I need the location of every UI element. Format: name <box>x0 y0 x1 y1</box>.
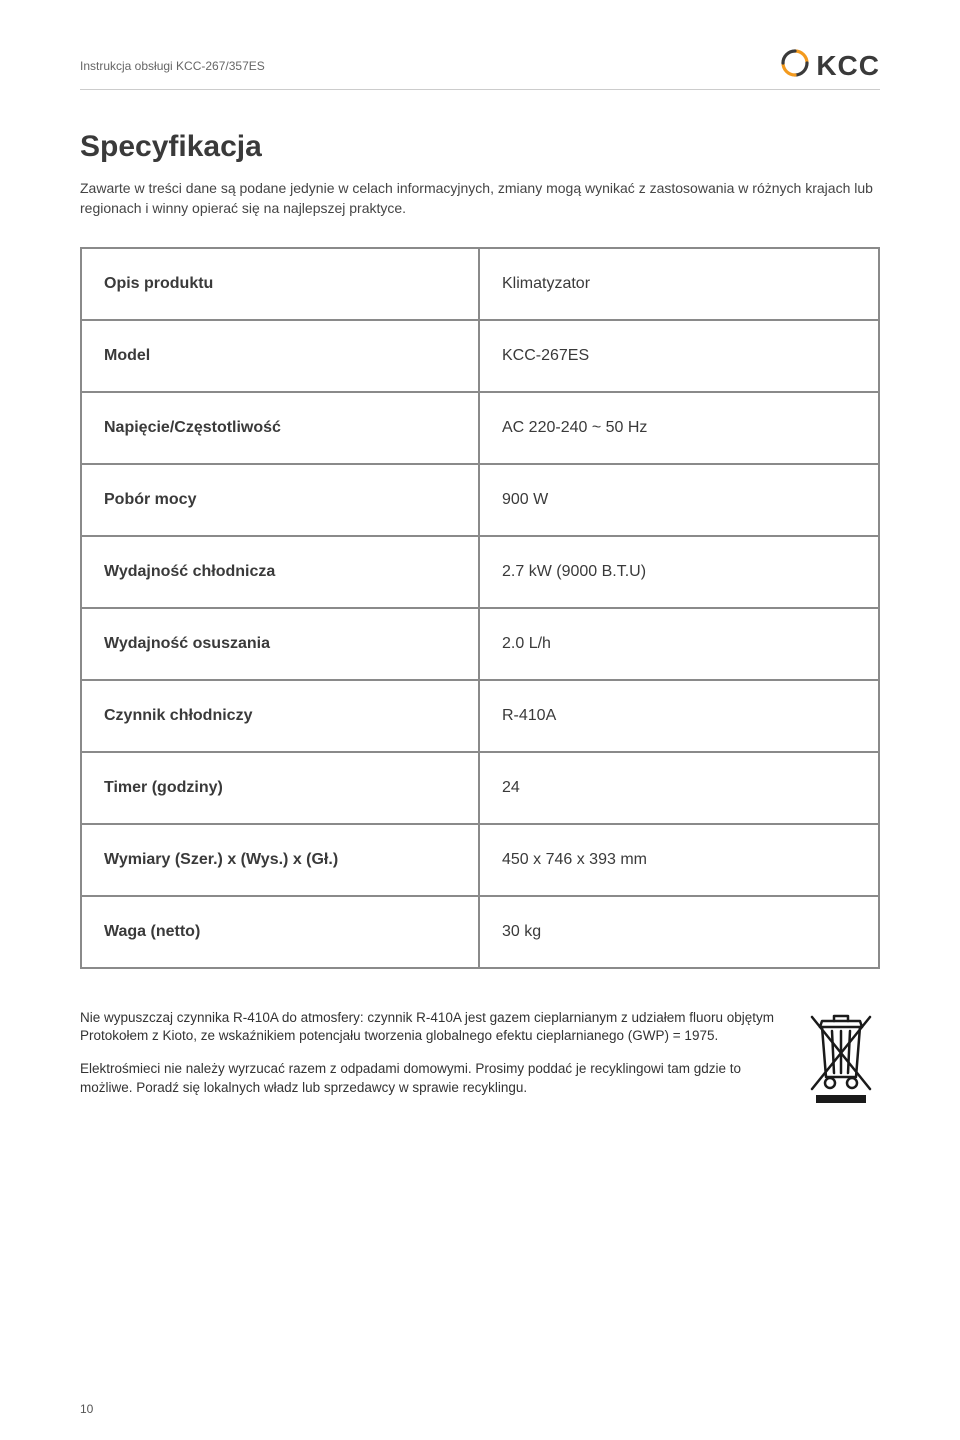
brand-logo: KCC <box>780 48 880 83</box>
page-number: 10 <box>80 1402 93 1416</box>
spec-label: Wydajność chłodnicza <box>82 537 480 609</box>
spec-label: Wymiary (Szer.) x (Wys.) x (Gł.) <box>82 825 480 897</box>
spec-value: 2.7 kW (9000 B.T.U) <box>480 537 878 609</box>
spec-value: KCC-267ES <box>480 321 878 393</box>
header-divider <box>80 89 880 90</box>
spec-label: Timer (godziny) <box>82 753 480 825</box>
table-row: Wydajność chłodnicza2.7 kW (9000 B.T.U) <box>82 537 878 609</box>
spec-label: Czynnik chłodniczy <box>82 681 480 753</box>
spec-value: 30 kg <box>480 897 878 967</box>
table-row: ModelKCC-267ES <box>82 321 878 393</box>
spec-value: 24 <box>480 753 878 825</box>
spec-value: 2.0 L/h <box>480 609 878 681</box>
spec-label: Waga (netto) <box>82 897 480 967</box>
table-row: Napięcie/CzęstotliwośćAC 220-240 ~ 50 Hz <box>82 393 878 465</box>
footer-text: Nie wypuszczaj czynnika R-410A do atmosf… <box>80 1009 778 1113</box>
table-row: Waga (netto)30 kg <box>82 897 878 967</box>
spec-value: AC 220-240 ~ 50 Hz <box>480 393 878 465</box>
intro-paragraph: Zawarte w treści dane są podane jedynie … <box>80 178 880 219</box>
spec-label: Napięcie/Częstotliwość <box>82 393 480 465</box>
page-title: Specyfikacja <box>80 130 880 164</box>
table-row: Pobór mocy900 W <box>82 465 878 537</box>
logo-text: KCC <box>816 50 880 82</box>
footer-paragraph-2: Elektrośmieci nie należy wyrzucać razem … <box>80 1060 778 1098</box>
spec-value: R-410A <box>480 681 878 753</box>
specification-table: Opis produktuKlimatyzatorModelKCC-267ESN… <box>80 247 880 969</box>
spec-label: Model <box>82 321 480 393</box>
page-container: Instrukcja obsługi KCC-267/357ES KCC Spe… <box>0 0 960 1154</box>
table-row: Opis produktuKlimatyzator <box>82 249 878 321</box>
spec-value: Klimatyzator <box>480 249 878 321</box>
footer-paragraph-1: Nie wypuszczaj czynnika R-410A do atmosf… <box>80 1009 778 1047</box>
spec-label: Opis produktu <box>82 249 480 321</box>
table-row: Wydajność osuszania2.0 L/h <box>82 609 878 681</box>
weee-bin-icon <box>802 1009 880 1114</box>
spec-value: 450 x 746 x 393 mm <box>480 825 878 897</box>
kcc-swirl-icon <box>780 48 810 83</box>
doc-title: Instrukcja obsługi KCC-267/357ES <box>80 59 265 73</box>
spec-value: 900 W <box>480 465 878 537</box>
spec-label: Wydajność osuszania <box>82 609 480 681</box>
table-row: Wymiary (Szer.) x (Wys.) x (Gł.)450 x 74… <box>82 825 878 897</box>
table-row: Timer (godziny)24 <box>82 753 878 825</box>
spec-label: Pobór mocy <box>82 465 480 537</box>
page-header: Instrukcja obsługi KCC-267/357ES KCC <box>80 48 880 83</box>
footer-block: Nie wypuszczaj czynnika R-410A do atmosf… <box>80 1009 880 1114</box>
table-row: Czynnik chłodniczyR-410A <box>82 681 878 753</box>
